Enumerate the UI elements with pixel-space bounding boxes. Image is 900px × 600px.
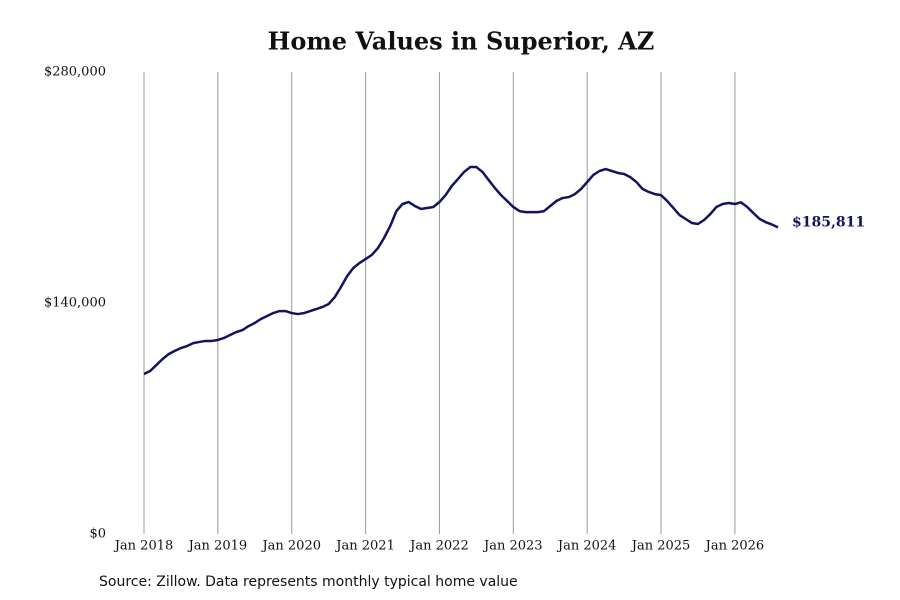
x-tick-label: Jan 2023 — [482, 539, 543, 554]
x-tick-label: Jan 2021 — [334, 539, 395, 554]
x-tick-label: Jan 2022 — [408, 539, 469, 554]
value-label: $185,811 — [792, 214, 865, 230]
x-tick-label: Jan 2026 — [704, 539, 765, 554]
x-tick-label: Jan 2024 — [556, 539, 617, 554]
x-tick-label: Jan 2020 — [260, 539, 321, 554]
x-tick-label: Jan 2018 — [113, 539, 174, 554]
x-tick-label: Jan 2025 — [630, 539, 691, 554]
y-tick-label: $0 — [89, 527, 106, 542]
line — [143, 165, 779, 376]
x-tick-label: Jan 2019 — [187, 539, 248, 554]
y-tick-label: $280,000 — [44, 65, 106, 80]
y-tick-label: $140,000 — [44, 296, 106, 311]
source-note: Source: Zillow. Data represents monthly … — [99, 574, 518, 590]
chart-title: Home Values in Superior, AZ — [268, 27, 655, 56]
